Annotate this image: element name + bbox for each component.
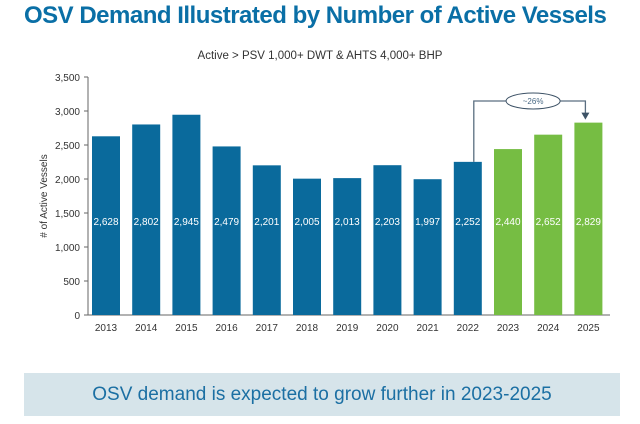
x-tick-label: 2025 xyxy=(577,323,600,334)
annotation-ellipse xyxy=(505,92,561,110)
x-tick-label: 2019 xyxy=(336,323,359,334)
y-axis-label: # of Active Vessels xyxy=(39,154,50,237)
x-tick-label: 2017 xyxy=(256,323,279,334)
data-label: 2,252 xyxy=(455,217,480,228)
y-tick-label: 3,000 xyxy=(55,107,80,118)
data-label: 2,479 xyxy=(214,217,239,228)
x-tick-label: 2014 xyxy=(135,323,158,334)
growth-annotation: ~26% xyxy=(523,97,544,106)
bar-2013 xyxy=(92,136,120,315)
data-label: 2,201 xyxy=(254,217,279,228)
bar-2021 xyxy=(413,179,442,315)
data-label: 2,802 xyxy=(134,217,159,228)
bar-2014 xyxy=(132,124,161,316)
bar-2023 xyxy=(494,149,522,315)
summary-banner: OSV demand is expected to grow further i… xyxy=(24,373,620,416)
data-label: 2,005 xyxy=(294,217,319,228)
x-tick-label: 2024 xyxy=(537,323,560,334)
x-tick-label: 2015 xyxy=(175,323,198,334)
data-label: 2,440 xyxy=(495,217,520,228)
y-tick-label: 500 xyxy=(63,277,80,288)
bar-chart: 0 500 1,000 1,500 2,000 2,500 3,000 3,500 # of A… xyxy=(39,73,610,334)
x-tick-label: 2016 xyxy=(215,323,238,334)
bar-2025 xyxy=(574,122,603,316)
bar-2017 xyxy=(252,165,281,315)
data-label: 2,013 xyxy=(335,217,360,228)
bar-2024 xyxy=(534,134,563,315)
y-tick-label: 2,000 xyxy=(55,175,80,186)
x-tick-label: 2023 xyxy=(497,323,520,334)
y-tick-label: 3,500 xyxy=(55,73,80,84)
data-label: 2,945 xyxy=(174,217,199,228)
data-label: 2,652 xyxy=(536,217,561,228)
y-tick-label: 1,500 xyxy=(55,209,80,220)
x-tick-label: 2021 xyxy=(416,323,439,334)
data-label: 2,829 xyxy=(576,217,601,228)
y-tick-label: 2,500 xyxy=(55,141,80,152)
chart-title: Active > PSV 1,000+ DWT & AHTS 4,000+ BH… xyxy=(197,50,443,62)
data-label: 2,203 xyxy=(375,217,400,228)
x-tick-label: 2013 xyxy=(95,323,118,334)
bar-2018 xyxy=(293,178,321,315)
bar-2020 xyxy=(373,165,402,315)
x-tick-label: 2020 xyxy=(376,323,399,334)
data-label: 1,997 xyxy=(415,217,440,228)
x-tick-label: 2022 xyxy=(457,323,480,334)
y-tick-label: 1,000 xyxy=(55,243,80,254)
page-title: OSV Demand Illustrated by Number of Acti… xyxy=(24,2,607,29)
arrow-head-icon xyxy=(581,112,590,120)
y-tick-label: 0 xyxy=(74,311,80,322)
bar-2019 xyxy=(333,178,362,315)
bar-2015 xyxy=(172,114,201,316)
growth-bracket xyxy=(473,100,587,162)
data-label: 2,628 xyxy=(93,217,118,228)
bar-2016 xyxy=(212,146,241,315)
x-tick-label: 2018 xyxy=(296,323,319,334)
banner-text: OSV demand is expected to grow further i… xyxy=(92,383,552,405)
bar-2022 xyxy=(453,161,482,315)
